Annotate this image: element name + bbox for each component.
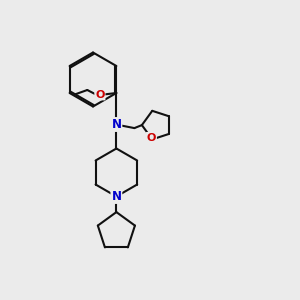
Text: N: N [111, 118, 122, 131]
Text: O: O [147, 133, 156, 143]
Text: N: N [111, 190, 122, 203]
Text: O: O [95, 89, 105, 100]
